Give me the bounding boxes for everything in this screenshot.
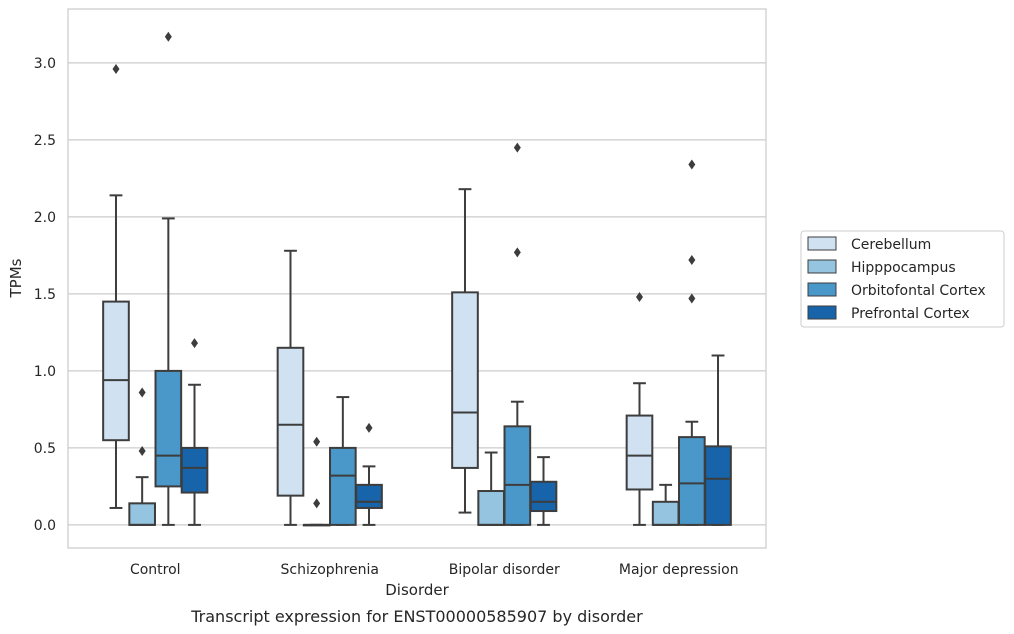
legend-label: Hipppocampus [851, 260, 956, 276]
y-tick-label: 3.0 [34, 56, 56, 72]
box-iqr [678, 436, 706, 526]
box-iqr [128, 502, 156, 526]
box-iqr [625, 414, 654, 491]
outlier-point [138, 387, 146, 398]
outlier-point [688, 159, 696, 170]
box-orbitofontal-cortex-2 [503, 142, 532, 526]
box-orbitofontal-cortex-1 [329, 396, 357, 526]
box-cerebellum-1 [276, 249, 305, 526]
legend-swatch [807, 282, 837, 297]
outlier-point [365, 422, 373, 433]
y-tick-labels: 0.0 0.5 1.0 1.5 2.0 2.5 3.0 [34, 56, 56, 534]
legend-swatch [807, 305, 837, 320]
outlier-point [313, 498, 321, 509]
box-prefrontal-cortex-3 [704, 354, 732, 526]
x-tick-label: Bipolar disorder [449, 562, 560, 578]
box-orbitofontal-cortex-0 [154, 31, 183, 526]
y-axis-label: TPMs [7, 258, 25, 298]
y-tick-label: 0.5 [34, 441, 56, 457]
y-tick-label: 2.0 [34, 210, 56, 226]
box-iqr [355, 483, 383, 509]
plot-frame [67, 8, 767, 549]
x-tick-labels: Control Schizophrenia Bipolar disorder Majo… [130, 562, 739, 578]
box-iqr [651, 500, 680, 526]
box-iqr [102, 300, 130, 442]
box-hipppocampus-2 [477, 451, 505, 526]
y-tick-label: 1.5 [34, 287, 56, 303]
outlier-point [513, 142, 521, 153]
legend-label: Prefrontal Cortex [851, 306, 970, 322]
y-tick-label: 1.0 [34, 364, 56, 380]
legend-label: Cerebellum [851, 237, 931, 253]
box-iqr [503, 425, 532, 526]
outlier-point [313, 436, 321, 447]
box-iqr [180, 446, 209, 494]
outlier-point [513, 247, 521, 258]
legend-swatch [807, 259, 837, 274]
box-iqr [451, 291, 479, 469]
box-hipppocampus-3 [651, 483, 680, 526]
box-iqr [529, 480, 558, 513]
box-layer [102, 31, 732, 527]
legend: Cerebellum Hipppocampus Orbitofontal Corte… [800, 230, 1005, 328]
legend-frame [800, 230, 1005, 328]
box-cerebellum-3 [625, 291, 654, 526]
box-iqr [154, 369, 183, 488]
outlier-point [138, 445, 146, 456]
box-prefrontal-cortex-1 [355, 422, 383, 526]
y-tick-label: 0.0 [34, 518, 56, 534]
box-hipppocampus-0 [128, 387, 156, 526]
outlier-point [688, 255, 696, 266]
box-iqr [329, 446, 357, 526]
box-prefrontal-cortex-2 [529, 456, 558, 526]
box-iqr [704, 445, 732, 526]
legend-swatch [807, 236, 837, 251]
box-iqr [276, 346, 305, 497]
box-cerebellum-0 [102, 64, 130, 509]
outlier-point [635, 291, 643, 302]
box-iqr [477, 490, 505, 526]
outlier-point [164, 31, 172, 42]
x-axis-label: Disorder [385, 581, 449, 599]
box-cerebellum-2 [451, 188, 479, 514]
x-tick-label: Control [130, 562, 181, 578]
box-orbitofontal-cortex-3 [678, 159, 706, 526]
y-tick-label: 2.5 [34, 133, 56, 149]
outlier-point [112, 64, 120, 75]
x-tick-label: Schizophrenia [281, 562, 379, 578]
x-tick-label: Major depression [619, 562, 739, 578]
outlier-point [688, 293, 696, 304]
box-prefrontal-cortex-0 [180, 338, 209, 526]
outlier-point [191, 338, 199, 349]
chart-caption: Transcript expression for ENST0000058590… [190, 607, 643, 626]
legend-label: Orbitofontal Cortex [851, 283, 986, 299]
